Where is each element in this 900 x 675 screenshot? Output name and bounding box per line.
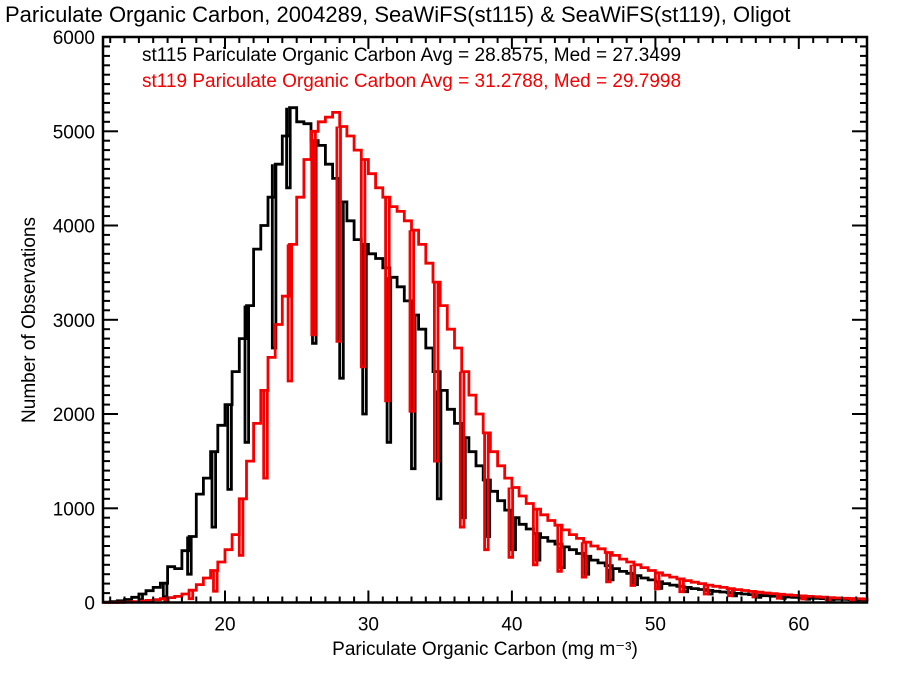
spike-bin-st115 xyxy=(410,315,417,471)
histogram-st115 xyxy=(103,106,869,604)
spike-bin-st119 xyxy=(629,564,636,587)
spike-bin-st119 xyxy=(507,487,514,559)
spike-bin-st119 xyxy=(286,244,294,383)
y-tick-label: 4000 xyxy=(53,217,95,238)
histogram-st119 xyxy=(103,111,869,604)
spike-bin-st119 xyxy=(751,592,758,599)
y-tick-label: 5000 xyxy=(53,122,95,143)
spike-bin-st119 xyxy=(384,197,391,403)
spike-bin-st119 xyxy=(800,595,807,601)
x-tick-label: 50 xyxy=(645,615,666,636)
spike-bin-st115 xyxy=(285,107,292,190)
tick-labels: 0 1000 2000 3000 4000 5000 6000 20 30 40 50 60 xyxy=(53,28,810,636)
spike-bin-st115 xyxy=(243,305,250,444)
legend-st115: st115 Pariculate Organic Carbon Avg = 28… xyxy=(142,45,682,66)
y-tick-label: 0 xyxy=(84,594,95,615)
spike-bin-st119 xyxy=(433,282,440,463)
spike-bin-st115 xyxy=(161,583,169,599)
spike-bin-st119 xyxy=(187,590,195,601)
spike-bin-st119 xyxy=(212,570,219,593)
spike-bin-st119 xyxy=(605,552,612,584)
series-outline-st119 xyxy=(103,111,869,604)
axis-ticks xyxy=(103,36,867,604)
y-tick-label: 2000 xyxy=(53,405,95,426)
spike-bin-st119 xyxy=(483,432,490,552)
spike-bin-st119 xyxy=(775,594,783,600)
spike-bin-st119 xyxy=(727,588,734,598)
spike-bin-st119 xyxy=(702,585,710,596)
x-tick-label: 60 xyxy=(788,615,809,636)
spike-bin-st119 xyxy=(310,131,317,337)
legend-st119: st119 Pariculate Organic Carbon Avg = 31… xyxy=(142,71,682,92)
x-tick-label: 20 xyxy=(214,615,235,636)
spike-bin-st119 xyxy=(654,572,661,591)
spike-bin-st119 xyxy=(335,126,342,343)
y-axis-label: Number of Observations xyxy=(19,217,40,423)
spike-bin-st119 xyxy=(556,525,563,573)
spike-bin-st119 xyxy=(237,498,245,557)
spike-bin-st115 xyxy=(226,404,233,491)
y-tick-label: 1000 xyxy=(53,499,95,520)
y-tick-label: 3000 xyxy=(53,311,95,332)
spike-bin-st115 xyxy=(385,277,393,444)
spike-bin-st119 xyxy=(262,390,269,480)
spike-bin-st119 xyxy=(849,598,856,602)
x-tick-label: 30 xyxy=(358,615,379,636)
spike-bin-st115 xyxy=(210,451,217,529)
spike-bin-st119 xyxy=(408,230,415,413)
spike-bin-st119 xyxy=(678,578,685,594)
spike-bin-st119 xyxy=(458,371,466,529)
chart-title: Pariculate Organic Carbon, 2004289, SeaW… xyxy=(5,2,791,27)
x-tick-label: 40 xyxy=(501,615,522,636)
y-tick-label: 6000 xyxy=(53,28,95,49)
spike-bin-st119 xyxy=(532,509,539,567)
spike-bin-st119 xyxy=(580,542,588,579)
spike-bin-st119 xyxy=(359,159,367,369)
spike-bin-st115 xyxy=(186,536,193,576)
x-axis-label: Pariculate Organic Carbon (mg m⁻³) xyxy=(332,639,638,660)
